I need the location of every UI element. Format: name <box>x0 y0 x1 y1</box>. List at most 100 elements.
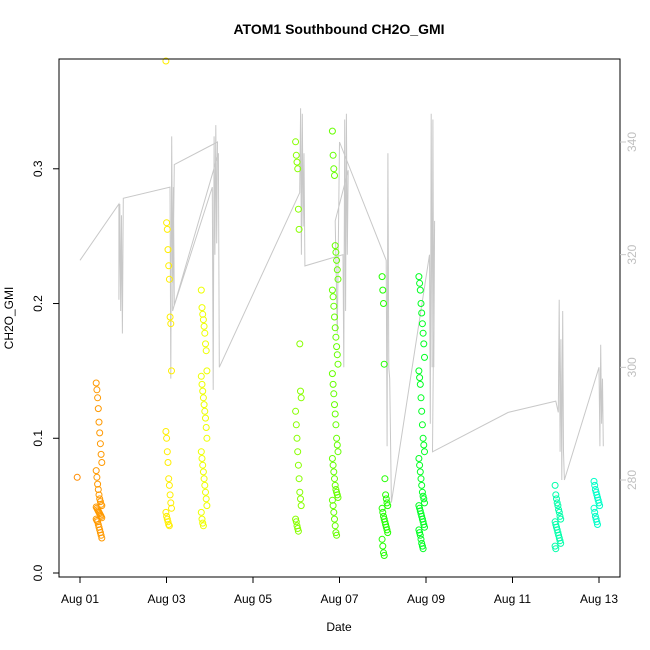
data-point <box>330 302 338 310</box>
data-point <box>416 380 424 388</box>
data-point <box>380 300 387 307</box>
data-point <box>332 248 340 256</box>
data-point <box>297 502 305 510</box>
data-point <box>383 499 391 507</box>
data-point <box>329 461 337 469</box>
data-point <box>331 475 338 483</box>
data-point <box>93 386 101 394</box>
data-point <box>333 351 341 359</box>
data-point <box>199 316 207 324</box>
data-point <box>421 523 428 531</box>
data-point <box>295 475 303 483</box>
data-point <box>294 448 302 456</box>
y-axis-left: 0.0 0.1 0.2 0.3 <box>31 160 59 581</box>
data-point <box>201 481 209 489</box>
x-tick-label: Aug 05 <box>234 592 272 606</box>
data-point <box>596 502 604 510</box>
data-point <box>331 481 339 489</box>
flight-track-line <box>79 108 604 503</box>
data-point <box>297 387 304 395</box>
data-point <box>202 347 210 355</box>
data-point <box>416 531 424 539</box>
data-point <box>415 367 423 375</box>
data-point <box>292 421 300 429</box>
data-point <box>197 286 205 294</box>
data-point <box>293 158 301 166</box>
x-axis: Aug 01 Aug 03 Aug 05 Aug 07 Aug 09 Aug 11 Aug … <box>61 577 618 606</box>
data-point <box>591 508 599 516</box>
data-point <box>296 488 304 496</box>
data-point <box>334 448 342 456</box>
data-point <box>334 360 342 368</box>
data-point <box>295 225 303 233</box>
data-point <box>95 418 103 426</box>
data-point <box>418 309 426 317</box>
data-point <box>296 340 304 348</box>
x-tick-label: Aug 09 <box>407 592 445 606</box>
data-point <box>197 508 205 516</box>
data-point <box>419 434 427 442</box>
data-point <box>163 225 171 233</box>
data-point <box>73 473 81 481</box>
data-point <box>332 421 340 429</box>
data-point <box>203 502 211 510</box>
data-point <box>378 504 386 512</box>
data-point <box>201 407 209 415</box>
data-point <box>417 475 425 483</box>
data-point <box>168 367 175 375</box>
data-point <box>293 434 301 442</box>
data-point <box>167 320 175 328</box>
data-point <box>98 534 106 542</box>
data-point <box>162 428 170 435</box>
data-point <box>333 531 341 539</box>
y-tick-label: 0.3 <box>31 160 45 177</box>
data-point <box>197 448 205 456</box>
data-point <box>382 491 390 499</box>
data-point <box>417 535 425 543</box>
data-point <box>555 508 563 516</box>
data-point <box>333 256 341 264</box>
data-point <box>419 329 427 337</box>
data-point <box>199 468 207 476</box>
data-point <box>199 394 207 402</box>
data-point <box>164 518 172 526</box>
data-point <box>557 515 565 523</box>
data-point <box>420 521 428 528</box>
data-point <box>292 515 300 523</box>
data-point <box>552 491 560 499</box>
data-point <box>297 495 304 503</box>
data-point <box>166 491 174 499</box>
data-point <box>591 481 599 489</box>
data-point <box>96 429 104 437</box>
x-tick-label: Aug 01 <box>61 592 99 606</box>
data-point <box>329 380 337 388</box>
data-point <box>421 448 428 456</box>
data-point <box>294 165 302 173</box>
data-point <box>420 340 428 348</box>
data-point <box>551 481 559 489</box>
data-point <box>165 275 173 283</box>
y2-tick-label: 340 <box>625 132 639 152</box>
data-point <box>292 407 300 415</box>
data-point <box>294 525 302 532</box>
data-point <box>92 467 100 475</box>
data-point <box>590 477 598 485</box>
data-point <box>292 138 300 146</box>
data-point <box>329 293 337 301</box>
data-point <box>96 440 104 448</box>
data-point <box>418 481 426 489</box>
data-point <box>199 310 207 318</box>
data-point <box>202 488 209 496</box>
data-point <box>94 405 102 413</box>
data-point <box>416 529 424 537</box>
data-point <box>415 455 423 462</box>
data-point <box>168 504 175 512</box>
data-point <box>553 495 560 503</box>
data-point <box>384 502 392 510</box>
data-point <box>95 491 103 499</box>
data-point <box>421 499 428 507</box>
data-point <box>556 512 564 520</box>
data-point <box>200 322 208 330</box>
data-point <box>418 488 426 496</box>
